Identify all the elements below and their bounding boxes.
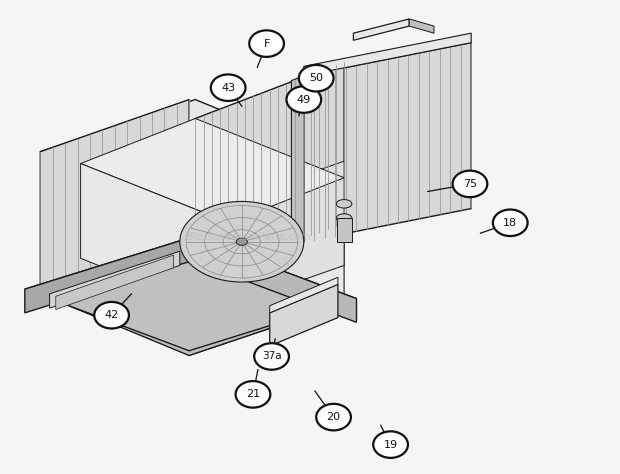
Polygon shape (40, 100, 189, 294)
Polygon shape (337, 218, 352, 242)
Circle shape (373, 431, 408, 458)
Circle shape (493, 210, 528, 236)
Polygon shape (195, 62, 344, 280)
Circle shape (453, 171, 487, 197)
Circle shape (286, 86, 321, 113)
Polygon shape (353, 19, 409, 40)
Polygon shape (40, 100, 344, 213)
Circle shape (316, 404, 351, 430)
Circle shape (299, 65, 334, 91)
Polygon shape (81, 118, 344, 223)
Text: eReplacementParts.com: eReplacementParts.com (185, 232, 311, 242)
Text: F: F (264, 38, 270, 49)
Text: 20: 20 (327, 412, 340, 422)
Text: 21: 21 (246, 389, 260, 400)
Polygon shape (409, 19, 434, 33)
Text: 37a: 37a (262, 351, 281, 362)
Text: 50: 50 (309, 73, 323, 83)
Text: 18: 18 (503, 218, 517, 228)
Polygon shape (50, 251, 180, 308)
Polygon shape (304, 43, 471, 242)
Polygon shape (81, 164, 229, 318)
Polygon shape (40, 242, 344, 356)
Polygon shape (304, 33, 471, 76)
Circle shape (211, 74, 246, 101)
Circle shape (236, 381, 270, 408)
Polygon shape (56, 255, 174, 310)
Polygon shape (195, 161, 344, 318)
Text: 75: 75 (463, 179, 477, 189)
Text: 19: 19 (384, 439, 397, 450)
Ellipse shape (336, 200, 352, 208)
Ellipse shape (180, 201, 304, 282)
Polygon shape (270, 277, 338, 313)
Circle shape (94, 302, 129, 328)
Circle shape (249, 30, 284, 57)
Polygon shape (25, 237, 356, 351)
Polygon shape (25, 237, 192, 313)
Polygon shape (270, 284, 338, 346)
Polygon shape (189, 161, 344, 356)
Circle shape (254, 343, 289, 370)
Text: 43: 43 (221, 82, 235, 93)
Text: 42: 42 (105, 310, 118, 320)
Ellipse shape (236, 238, 247, 246)
Polygon shape (192, 237, 356, 322)
Ellipse shape (336, 214, 352, 222)
Polygon shape (291, 76, 304, 246)
Text: 49: 49 (297, 94, 311, 105)
